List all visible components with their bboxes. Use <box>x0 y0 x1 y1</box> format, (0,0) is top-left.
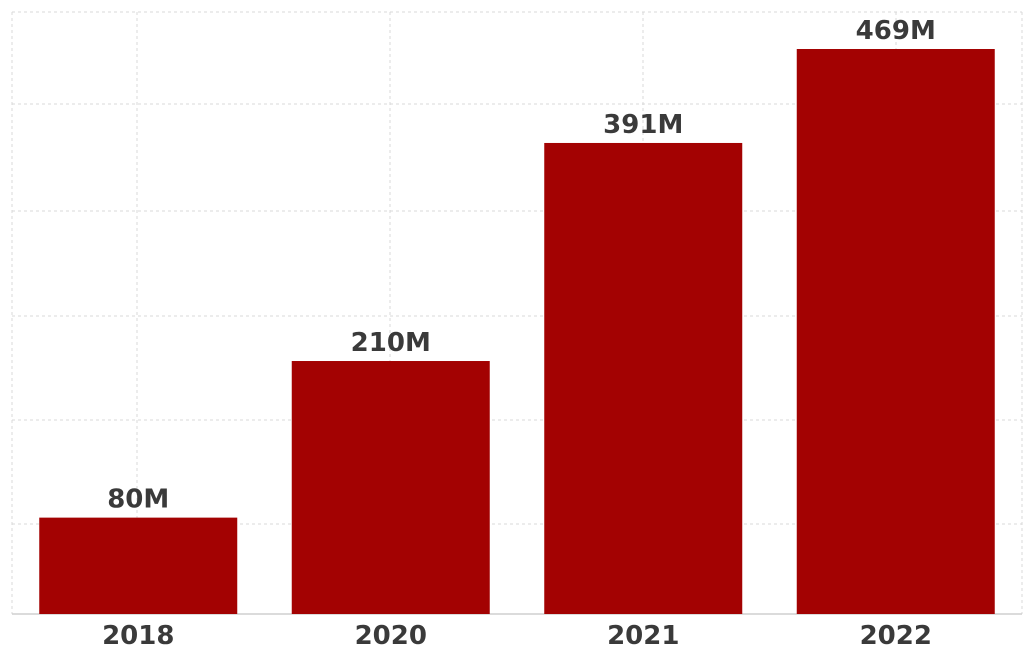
x-tick-label-2021: 2021 <box>607 621 679 648</box>
data-labels-layer: 80M 210M 391M 469M <box>107 16 936 515</box>
bar-2022 <box>796 49 995 614</box>
bar-2021 <box>544 142 743 614</box>
data-label-2018: 80M <box>107 485 169 515</box>
x-tick-label-2018: 2018 <box>102 621 174 648</box>
x-tick-labels-layer: 2018 2020 2021 2022 <box>102 621 932 648</box>
bars-layer <box>39 49 995 614</box>
data-label-2021: 391M <box>603 110 683 140</box>
data-label-2022: 469M <box>856 16 936 46</box>
data-label-2020: 210M <box>351 328 431 358</box>
bar-2020 <box>291 361 490 614</box>
x-tick-label-2022: 2022 <box>860 621 932 648</box>
x-tick-label-2020: 2020 <box>355 621 427 648</box>
bar-2018 <box>39 517 238 614</box>
